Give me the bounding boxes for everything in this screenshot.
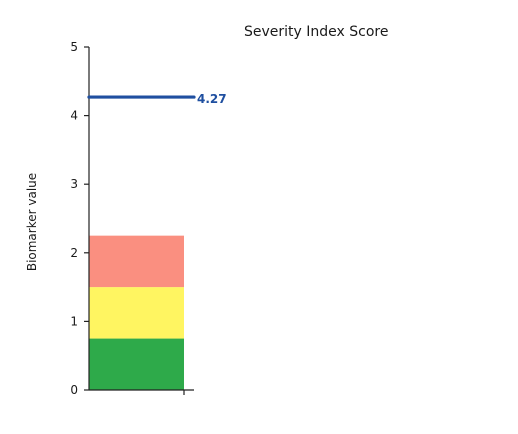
y-tick-label: 0 xyxy=(70,383,78,397)
severity-band-0 xyxy=(89,338,184,390)
value-label: 4.27 xyxy=(197,92,227,106)
y-tick-label: 1 xyxy=(70,314,78,328)
severity-band-1 xyxy=(89,287,184,339)
y-tick-label: 2 xyxy=(70,246,78,260)
severity-band-2 xyxy=(89,235,184,288)
chart-title: Severity Index Score xyxy=(244,24,389,40)
y-tick-label: 5 xyxy=(70,40,78,54)
y-tick-label: 3 xyxy=(70,177,78,191)
y-tick-label: 4 xyxy=(70,109,78,123)
